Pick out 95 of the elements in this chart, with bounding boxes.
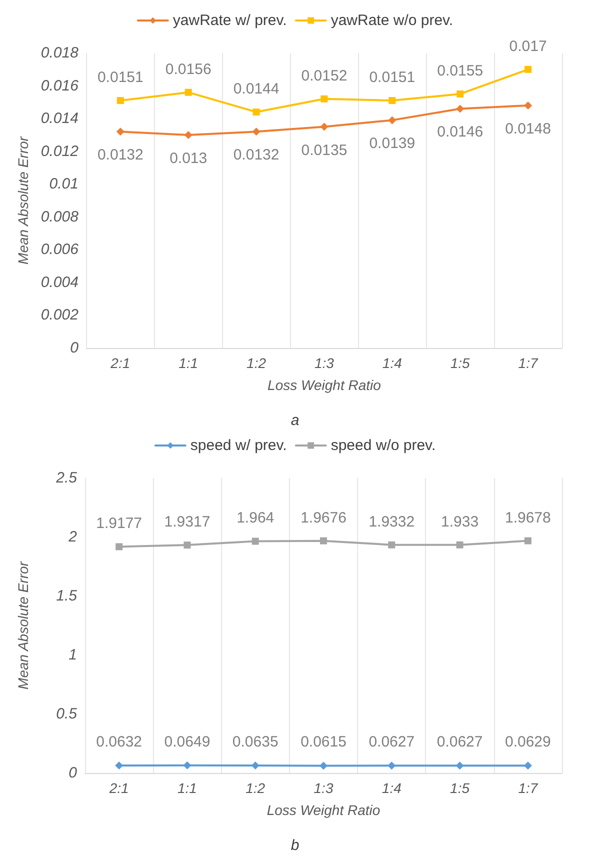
data-label: 0.0635: [232, 734, 278, 751]
y-tick-label: 0.018: [40, 44, 80, 62]
text: a: [290, 412, 300, 429]
x-tick-label: 1:3: [314, 355, 334, 371]
y-axis-title: Mean Absolute Error: [15, 560, 31, 690]
y-tick-label: 0.008: [40, 208, 80, 226]
y-tick-label: 0.016: [40, 77, 80, 94]
y-tick-label: 0.012: [40, 142, 80, 160]
data-label: 0.0627: [368, 734, 415, 751]
y-tick-label: 1: [68, 646, 77, 664]
data-label: 1.9676: [300, 509, 346, 526]
x-axis-title: Loss Weight Ratio: [266, 802, 380, 818]
data-label: 0.0148: [505, 120, 551, 138]
data-label: 0.0152: [301, 67, 348, 84]
point: [320, 537, 327, 544]
data-label: 1.9678: [504, 509, 551, 526]
point: [252, 108, 260, 116]
x-tick-label: 1:7: [518, 780, 539, 796]
point: [388, 97, 396, 104]
point: [320, 122, 328, 131]
point: [252, 538, 259, 545]
data-label: 0.0132: [97, 146, 144, 164]
y-tick-label: 2.5: [55, 470, 78, 486]
data-label: 0.017: [509, 38, 547, 55]
y-tick-label: 1.5: [56, 588, 78, 604]
data-label: 0.0144: [233, 80, 280, 98]
y-tick-label: 0.01: [49, 176, 78, 193]
data-label: 0.0649: [164, 733, 210, 750]
data-label: 0.0151: [97, 69, 144, 86]
y-tick-label: 0: [70, 340, 80, 356]
point: [524, 537, 532, 544]
data-label: 0.0615: [300, 734, 346, 751]
y-tick-label: 0.006: [40, 241, 80, 258]
data-label: 1.933: [441, 513, 479, 530]
y-axis-title: Mean Absolute Error: [15, 135, 31, 264]
y-tick-label: 0.014: [40, 110, 78, 128]
point: [251, 762, 260, 770]
data-label: 0.0135: [301, 142, 348, 159]
x-tick-label: 1:2: [246, 780, 266, 796]
data-label: 0.0155: [437, 62, 484, 80]
x-tick-label: 1:2: [246, 355, 266, 371]
x-tick-label: 1:4: [382, 355, 402, 371]
point: [183, 761, 192, 770]
data-label: 0.0139: [369, 135, 416, 152]
point: [184, 130, 192, 139]
data-label: 0.0629: [504, 734, 551, 751]
x-tick-label: 1:1: [177, 780, 197, 796]
text: b: [290, 837, 300, 854]
y-tick-label: 0.004: [40, 274, 78, 291]
point: [524, 762, 532, 770]
point: [320, 762, 328, 770]
point: [184, 88, 192, 96]
legend-label: yawRate w/ prev.: [172, 12, 287, 29]
x-axis-title: Loss Weight Ratio: [268, 377, 382, 393]
x-tick-label: 1:5: [450, 780, 470, 796]
x-tick-label: 1:5: [450, 355, 470, 371]
y-tick-label: 2: [68, 528, 78, 546]
x-tick-label: 1:3: [314, 780, 334, 796]
data-label: 0.0632: [96, 734, 142, 751]
y-tick-label: 0.002: [40, 306, 80, 324]
point: [524, 66, 532, 73]
data-label: 1.9317: [164, 514, 210, 531]
legend-label: speed w/o prev.: [330, 437, 436, 454]
point: [388, 116, 396, 124]
y-tick-label: 0: [68, 764, 78, 782]
data-label: 1.964: [236, 510, 274, 527]
point: [456, 104, 464, 113]
point: [116, 97, 124, 104]
point: [388, 541, 396, 548]
legend-label: yawRate w/o prev.: [330, 12, 454, 29]
x-tick-label: 1:1: [178, 355, 198, 371]
point: [116, 128, 124, 136]
x-tick-label: 1:7: [518, 355, 539, 371]
data-label: 0.0132: [233, 146, 280, 164]
data-label: 0.0151: [369, 69, 416, 86]
point: [184, 542, 191, 549]
point: [524, 101, 532, 110]
x-tick-label: 1:4: [382, 780, 402, 796]
point: [456, 90, 464, 98]
data-label: 0.0146: [437, 124, 484, 141]
data-label: 0.0156: [165, 60, 212, 78]
point: [388, 762, 396, 770]
data-label: 1.9177: [96, 515, 142, 532]
legend-label: speed w/ prev.: [190, 437, 287, 454]
point: [252, 128, 260, 136]
x-tick-label: 2:1: [108, 780, 129, 796]
point: [456, 762, 464, 770]
point: [456, 541, 464, 548]
point: [320, 95, 328, 102]
data-label: 0.013: [170, 150, 208, 167]
x-tick-label: 2:1: [110, 355, 130, 371]
data-label: 1.9332: [368, 513, 415, 530]
y-tick-label: 0.5: [56, 706, 78, 722]
data-label: 0.0627: [436, 734, 483, 751]
point: [116, 543, 123, 550]
